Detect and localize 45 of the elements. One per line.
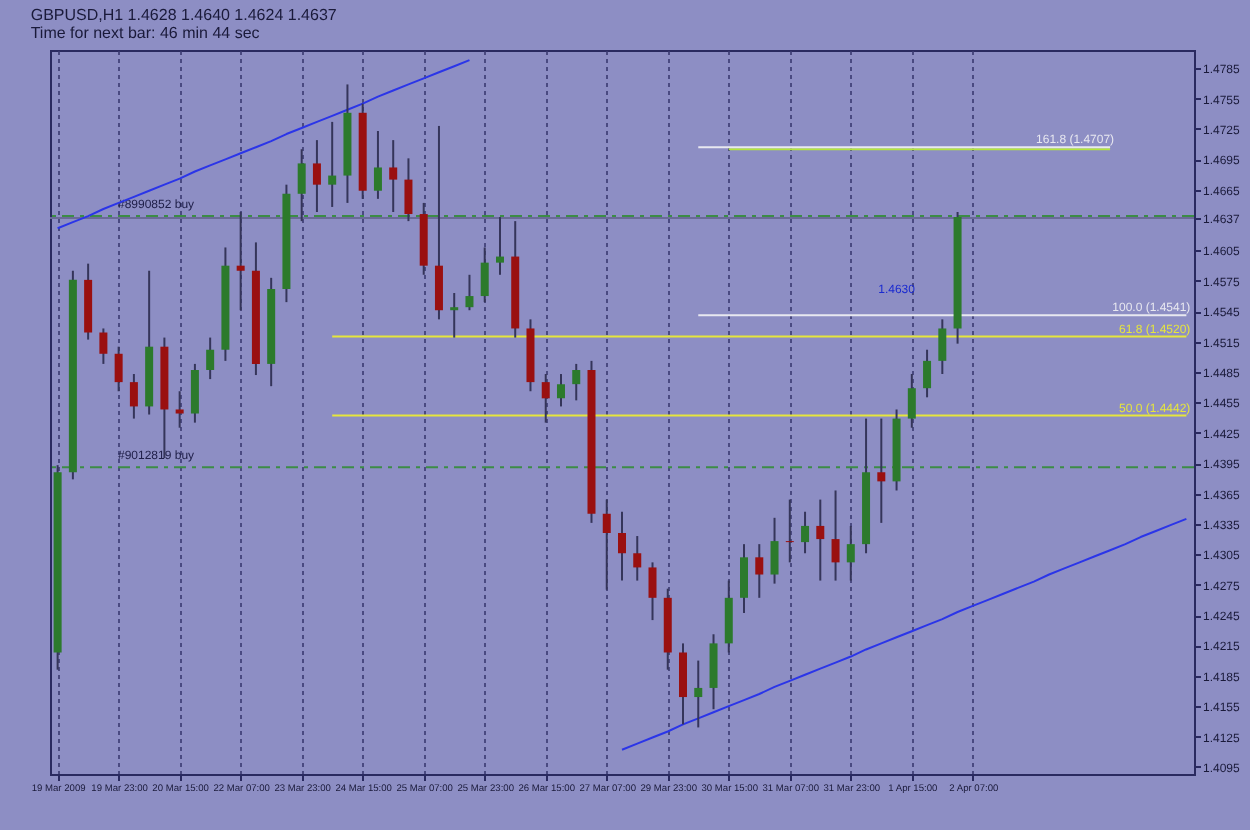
- candlestick: [907, 373, 916, 429]
- candlestick: [328, 120, 337, 208]
- candlestick: [633, 535, 642, 582]
- candlestick: [618, 510, 626, 582]
- candlestick: [801, 510, 810, 555]
- candlestick: [938, 318, 947, 376]
- candlestick: [175, 390, 184, 429]
- candlestick: [877, 417, 886, 524]
- candlestick: [389, 139, 398, 214]
- candlestick: [740, 543, 749, 614]
- chart-title: GBPUSD,H1 1.4628 1.4640 1.4624 1.4637: [30, 6, 338, 24]
- candlestick: [129, 373, 138, 420]
- candlestick: [206, 336, 215, 381]
- candlestick: [602, 498, 611, 591]
- candlestick: [831, 489, 840, 582]
- candlestick: [373, 130, 382, 200]
- candlestick: [709, 633, 718, 711]
- candlestick: [572, 362, 581, 402]
- candlestick: [923, 348, 932, 399]
- candlestick: [450, 292, 459, 339]
- candlestick: [785, 498, 794, 564]
- candlestick: [480, 246, 489, 304]
- candlestick: [404, 157, 413, 223]
- candlestick: [236, 211, 245, 312]
- candlestick: [114, 345, 123, 393]
- line-series: [56, 59, 471, 230]
- candlestick: [755, 543, 764, 599]
- candlestick: [770, 516, 779, 585]
- candlestick: [297, 148, 306, 223]
- candlestick: [816, 498, 825, 582]
- candlestick: [556, 373, 565, 408]
- candlestick: [465, 273, 474, 312]
- candlestick: [495, 216, 504, 276]
- candlestick: [648, 561, 657, 622]
- candlestick: [312, 139, 321, 214]
- candlestick: [694, 659, 703, 729]
- candlestick: [679, 642, 688, 726]
- candlestick: [724, 579, 733, 654]
- candlestick: [434, 124, 443, 321]
- line-series: [621, 517, 1188, 751]
- candlestick: [846, 524, 855, 582]
- chart-subtitle: Time for next bar: 46 min 44 sec: [30, 24, 260, 42]
- candlestick: [190, 362, 199, 424]
- candlestick: [541, 373, 550, 424]
- candlestick: [99, 327, 108, 365]
